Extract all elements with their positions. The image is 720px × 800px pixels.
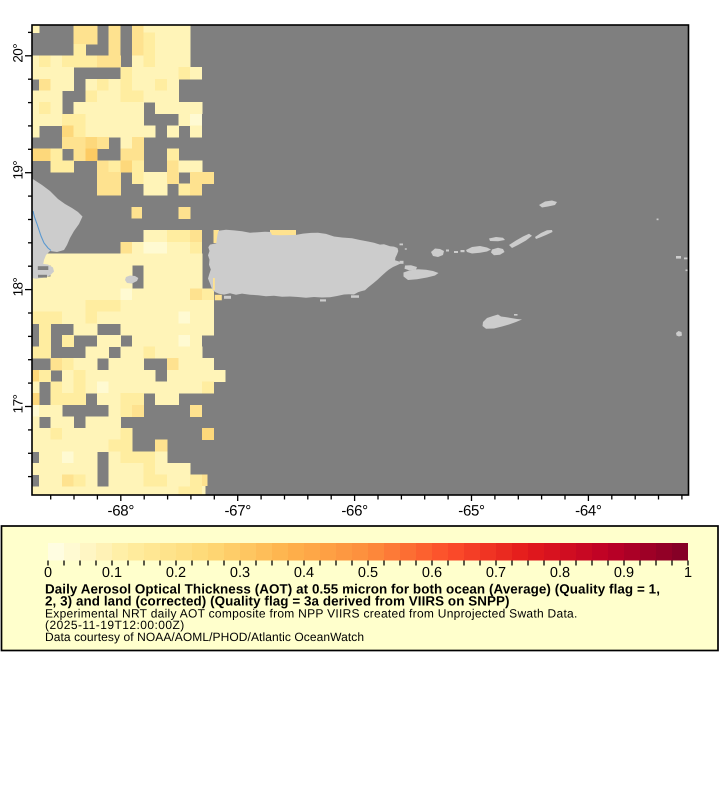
svg-text:Daily Aerosol Optical Thicknes: Daily Aerosol Optical Thickness (AOT) at… <box>45 582 660 597</box>
svg-text:0.3: 0.3 <box>230 565 250 581</box>
svg-text:2, 3) and land (corrected) (Qu: 2, 3) and land (corrected) (Quality flag… <box>45 594 510 609</box>
svg-text:0.4: 0.4 <box>294 565 314 581</box>
svg-text:0.5: 0.5 <box>358 565 378 581</box>
svg-text:Data courtesy of NOAA/AOML/PHO: Data courtesy of NOAA/AOML/PHOD/Atlantic… <box>45 630 364 644</box>
svg-text:0.8: 0.8 <box>550 565 570 581</box>
svg-text:0.1: 0.1 <box>102 565 122 581</box>
svg-text:0.9: 0.9 <box>614 565 634 581</box>
svg-text:-65°: -65° <box>458 503 485 520</box>
svg-text:0: 0 <box>44 565 52 581</box>
svg-text:0.2: 0.2 <box>166 565 186 581</box>
svg-text:20°: 20° <box>11 44 26 63</box>
svg-text:-66°: -66° <box>341 503 368 520</box>
svg-text:-67°: -67° <box>224 503 251 520</box>
svg-text:18°: 18° <box>11 278 26 297</box>
svg-text:-68°: -68° <box>108 503 135 520</box>
svg-text:0.6: 0.6 <box>422 565 442 581</box>
svg-text:17°: 17° <box>11 394 26 413</box>
svg-text:Experimental NRT daily AOT com: Experimental NRT daily AOT composite fro… <box>45 606 578 620</box>
svg-text:(2025-11-19T12:00:00Z): (2025-11-19T12:00:00Z) <box>45 618 185 632</box>
svg-text:0.7: 0.7 <box>486 565 506 581</box>
svg-text:19°: 19° <box>11 161 26 180</box>
svg-text:1: 1 <box>684 565 692 581</box>
svg-text:-64°: -64° <box>575 503 602 520</box>
